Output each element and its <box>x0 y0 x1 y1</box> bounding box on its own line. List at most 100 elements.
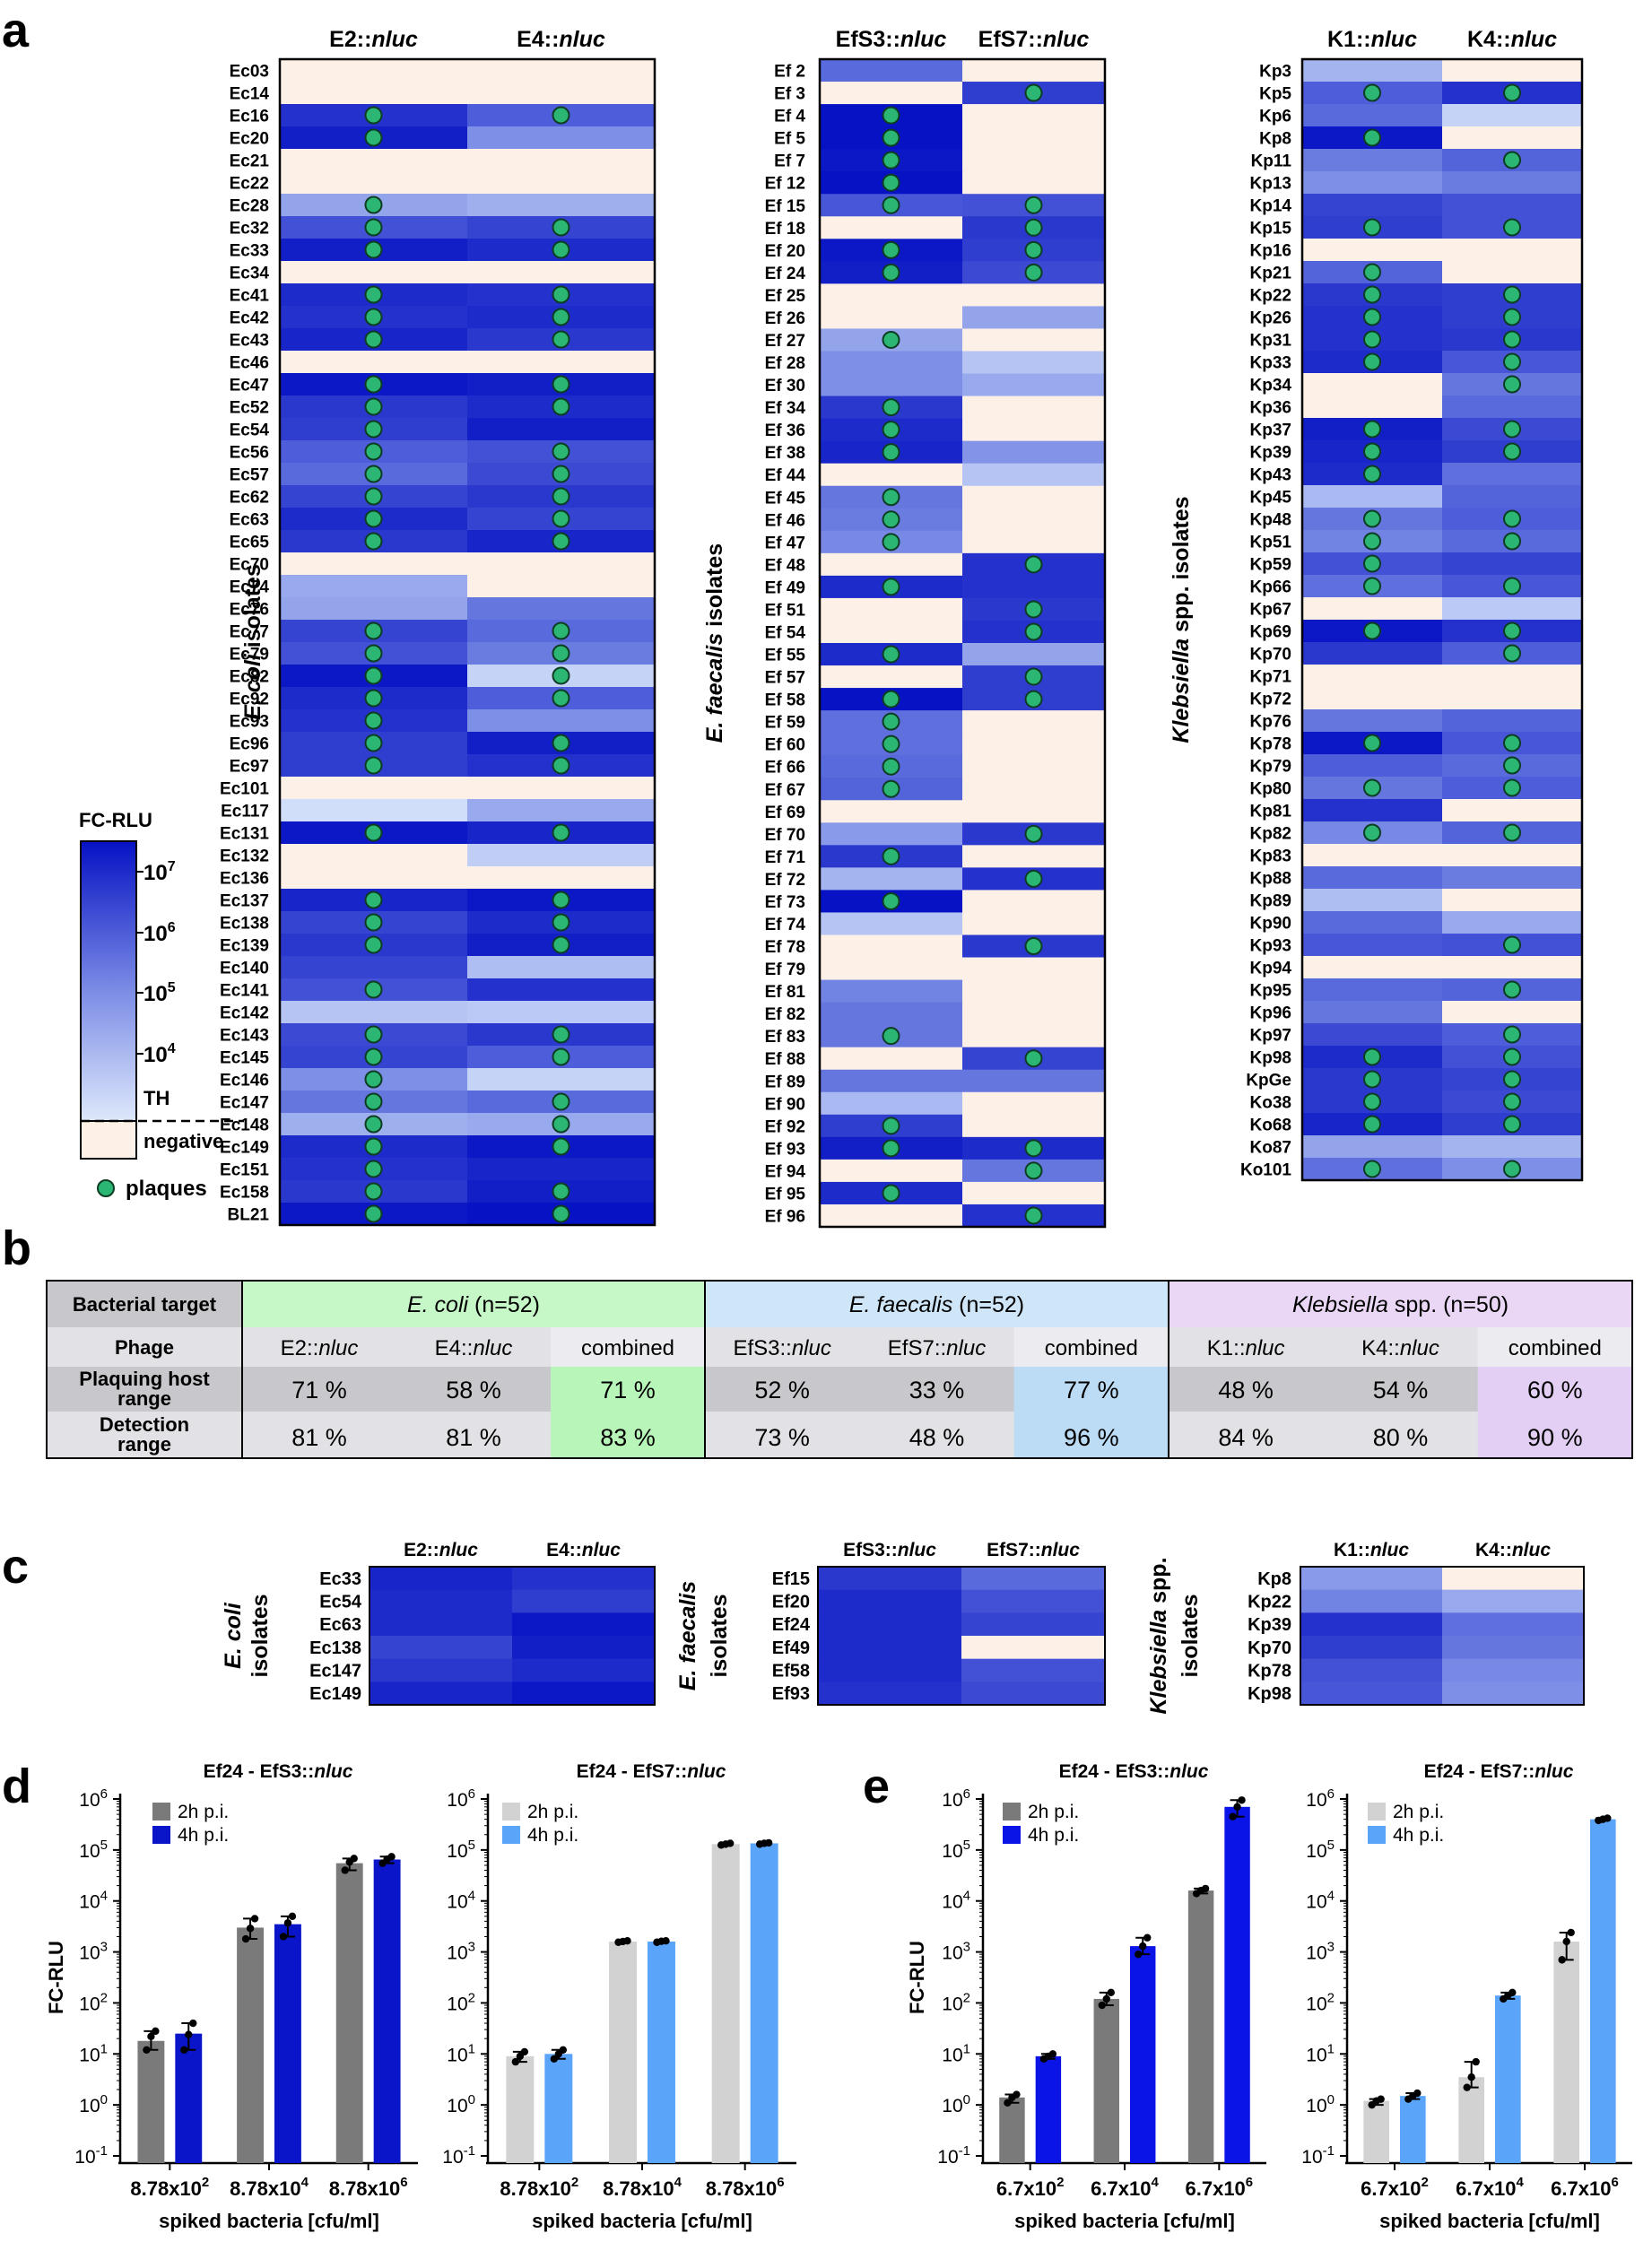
y-tick-label: 105 <box>942 1838 970 1862</box>
heatmap-cell <box>280 59 468 83</box>
row-label: Ef 5 <box>774 130 805 149</box>
plaque-marker <box>552 891 570 909</box>
row-label: Ec136 <box>220 870 269 889</box>
heatmap-cell <box>962 778 1106 801</box>
row-label: Kp5 <box>1259 85 1291 104</box>
plaque-marker <box>1503 532 1521 551</box>
data-point <box>1233 1803 1241 1812</box>
x-axis-title: spiked bacteria [cfu/ml] <box>532 2210 752 2232</box>
plaque-marker <box>882 891 900 910</box>
heatmap-cell <box>467 709 656 733</box>
heatmap-cell <box>962 800 1106 823</box>
legend-swatch <box>152 1803 170 1821</box>
data-point <box>1013 2090 1021 2099</box>
plaque-marker <box>882 151 900 169</box>
table-frame <box>46 1280 1633 1459</box>
plaque-marker <box>1024 1139 1043 1158</box>
data-point <box>1048 2050 1057 2058</box>
heatmap-cell <box>1442 1589 1585 1613</box>
plaque-marker <box>1503 734 1521 752</box>
row-label: Ef 7 <box>774 152 805 171</box>
legend-label: 4h p.i. <box>178 1825 229 1846</box>
plaque-marker <box>1503 442 1521 461</box>
row-label: Ec33 <box>230 242 269 261</box>
row-label: Kp15 <box>1250 220 1292 239</box>
heatmap-cell <box>962 845 1106 868</box>
heatmap-cell <box>820 620 963 644</box>
row-label: Ko38 <box>1250 1094 1291 1113</box>
column-header: EfS3::nluc <box>843 1540 936 1560</box>
legend-swatch <box>1003 1826 1021 1844</box>
heatmap-cell <box>467 866 656 890</box>
bar <box>137 2040 165 2163</box>
row-label: Ec16 <box>230 108 269 126</box>
row-label: Ef 83 <box>765 1028 805 1047</box>
row-label: Ec151 <box>220 1161 269 1180</box>
y-axis-title: FC-RLU <box>906 1941 928 2014</box>
plaque-marker <box>1363 263 1381 282</box>
column-header: E2::nluc <box>329 27 418 52</box>
plaque-marker <box>552 1047 570 1066</box>
heatmap-cell <box>818 1636 962 1660</box>
y-axis-label-line2: isolates <box>1178 1594 1203 1677</box>
plaque-marker <box>364 823 383 842</box>
legend-label: 2h p.i. <box>527 1802 578 1822</box>
heatmap-cell <box>961 1589 1106 1613</box>
x-tick-label: 8.78x106 <box>706 2175 785 2200</box>
data-point <box>662 1937 670 1945</box>
plaque-marker <box>1024 937 1043 956</box>
plaque-marker <box>552 285 570 304</box>
heatmap-klebsiella: Kp3 Kp5 Kp6 Kp8 Kp11 Kp13 Kp14 Kp15 Kp16 Kp21 Kp22… <box>1169 27 1584 1182</box>
y-tick-label: 105 <box>447 1838 475 1862</box>
plaque-marker <box>1363 1070 1381 1089</box>
y-tick-label: 100 <box>1306 2092 1335 2116</box>
heatmap-cell <box>512 1682 656 1706</box>
plaque-marker <box>882 330 900 349</box>
bar <box>373 1859 401 2163</box>
column-header: E2::nluc <box>404 1540 478 1560</box>
plaque-marker <box>1024 824 1043 843</box>
plaque-marker <box>1024 622 1043 641</box>
data-point <box>1558 1956 1566 1964</box>
row-label: Kp51 <box>1250 534 1292 552</box>
y-tick-label: 10-1 <box>442 2143 475 2168</box>
heatmap-cell <box>1302 1023 1443 1047</box>
row-label: Kp98 <box>1248 1684 1291 1704</box>
plaque-marker <box>882 779 900 798</box>
table-group-header: Klebsiella spp. (n=50) <box>1292 1292 1509 1317</box>
y-tick-label: 103 <box>447 1940 475 1964</box>
plaque-marker <box>364 308 383 326</box>
plaque-marker <box>364 240 383 259</box>
row-label: Ec03 <box>230 63 269 82</box>
data-point <box>1238 1796 1246 1804</box>
table-row-header: Bacterial target <box>73 1293 217 1316</box>
x-tick-label: 6.7x102 <box>996 2175 1065 2200</box>
heatmap-cell <box>1442 1612 1585 1637</box>
column-header: E4::nluc <box>546 1540 621 1560</box>
heatmap-cell <box>820 463 963 487</box>
heatmap-cell <box>280 777 468 800</box>
y-tick-label: 102 <box>447 1990 475 2014</box>
row-label: Kp78 <box>1250 735 1291 754</box>
heatmap-cell <box>820 957 963 981</box>
heatmap-cell <box>962 59 1106 83</box>
legend-th-label: TH <box>143 1087 170 1109</box>
plaque-marker <box>1024 218 1043 237</box>
heatmap-cell <box>820 306 963 330</box>
row-label: Kp34 <box>1250 377 1292 395</box>
plaque-marker <box>1363 128 1381 147</box>
bar-chart-0: 10-1 100 101 102 103 104 105 106 Ef24 - EfS3::nl… <box>45 1761 418 2232</box>
heatmap-cell <box>962 283 1106 308</box>
table-phage-name: K4::nluc <box>1361 1336 1439 1360</box>
heatmap-cell <box>961 1612 1106 1637</box>
chart-title: Ef24 - EfS3::nluc <box>1059 1761 1209 1782</box>
plaque-marker <box>1363 734 1381 752</box>
row-label: Kp70 <box>1250 646 1291 665</box>
row-label: Ec142 <box>220 1004 269 1023</box>
legend-swatch <box>502 1803 520 1821</box>
legend-tick-label: 104 <box>143 1041 176 1067</box>
plaque-marker <box>1363 285 1381 304</box>
plaque-marker <box>552 935 570 954</box>
heatmap-cell <box>1302 844 1443 867</box>
row-label: Ec141 <box>220 982 269 1001</box>
